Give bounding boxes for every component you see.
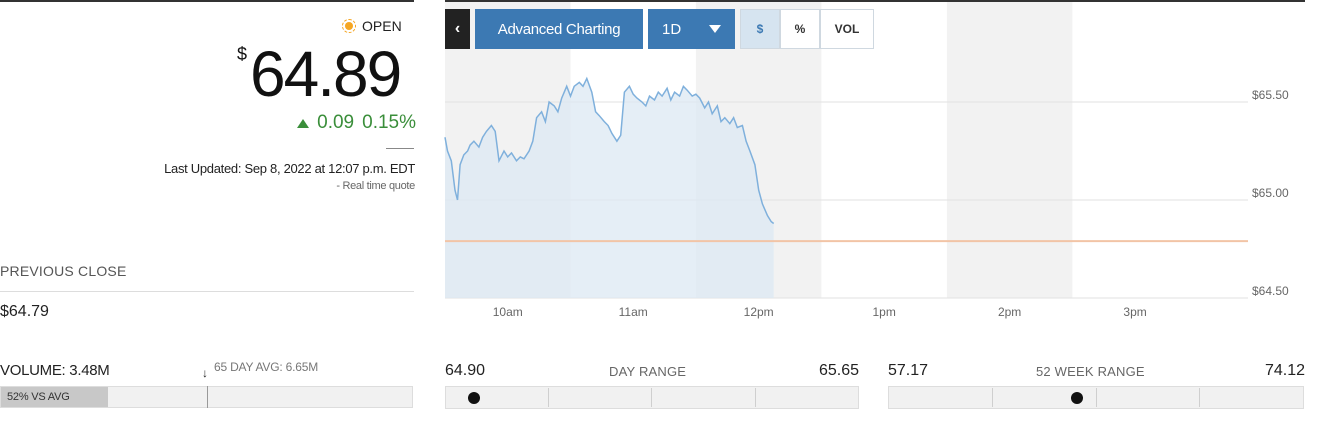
price-change: 0.09 0.15% bbox=[297, 112, 416, 134]
day-range-marker bbox=[468, 392, 481, 404]
day-range-label: DAY RANGE bbox=[609, 364, 687, 379]
x-tick-label: 12pm bbox=[744, 305, 774, 319]
market-status-label: OPEN bbox=[362, 18, 402, 34]
week52-range-marker bbox=[1071, 392, 1083, 404]
previous-close-label: PREVIOUS CLOSE bbox=[0, 263, 127, 279]
x-tick-label: 11am bbox=[619, 305, 648, 319]
sun-icon bbox=[342, 19, 356, 33]
price-area bbox=[445, 78, 774, 298]
day-range-track bbox=[445, 386, 859, 409]
day-range-low: 64.90 bbox=[445, 362, 486, 379]
previous-close-value: $64.79 bbox=[0, 303, 49, 320]
x-tick-label: 3pm bbox=[1123, 305, 1146, 319]
x-tick-label: 1pm bbox=[872, 305, 895, 319]
top-divider-right bbox=[445, 0, 1305, 2]
y-tick-label: $65.50 bbox=[1252, 88, 1289, 102]
range-divider bbox=[755, 388, 756, 407]
change-value: 0.09 bbox=[317, 112, 355, 133]
day-range-high: 65.65 bbox=[818, 362, 859, 379]
up-arrow-icon bbox=[297, 118, 310, 128]
price-line bbox=[444, 76, 775, 225]
y-tick-label: $64.50 bbox=[1252, 284, 1289, 298]
divider bbox=[386, 148, 414, 149]
week52-range-label: 52 WEEK RANGE bbox=[1036, 364, 1145, 379]
last-updated: Last Updated: Sep 8, 2022 at 12:07 p.m. … bbox=[164, 161, 415, 176]
market-status: OPEN bbox=[342, 18, 402, 34]
realtime-quote-text: Real time quote bbox=[342, 180, 415, 192]
change-percent: 0.15% bbox=[362, 112, 416, 133]
current-price: 64.89 bbox=[250, 38, 402, 110]
range-divider bbox=[1199, 388, 1200, 407]
x-tick-label: 2pm bbox=[998, 305, 1021, 319]
range-divider bbox=[548, 388, 549, 407]
realtime-quote-note: - Real time quote bbox=[336, 180, 415, 192]
volume-bar-fill bbox=[1, 387, 108, 407]
time-range-label: 1D bbox=[662, 20, 682, 38]
volume-average-label: 65 DAY AVG: 6.65M bbox=[214, 360, 318, 374]
chevron-down-icon bbox=[709, 25, 721, 33]
range-divider bbox=[1096, 388, 1097, 407]
advanced-charting-button[interactable]: Advanced Charting bbox=[475, 9, 643, 49]
top-divider-left bbox=[0, 0, 414, 2]
collapse-chart-button[interactable]: ‹ bbox=[445, 9, 470, 49]
down-arrow-icon: ↓ bbox=[202, 366, 208, 380]
range-divider bbox=[992, 388, 993, 407]
week52-range-low: 57.17 bbox=[888, 362, 929, 379]
time-range-dropdown[interactable]: 1D bbox=[648, 9, 735, 49]
range-divider bbox=[651, 388, 652, 407]
divider bbox=[0, 291, 414, 292]
dollar-mode-button[interactable]: $ bbox=[740, 9, 780, 49]
volume-label: VOLUME: 3.48M bbox=[0, 362, 110, 379]
currency-symbol: $ bbox=[237, 44, 248, 64]
chart-band bbox=[946, 2, 1073, 298]
y-tick-label: $65.00 bbox=[1252, 186, 1289, 200]
volume-vs-average: 52% VS AVG bbox=[7, 391, 70, 403]
week52-range-high: 74.12 bbox=[1264, 362, 1305, 379]
volume-average-marker bbox=[207, 386, 208, 408]
percent-mode-button[interactable]: % bbox=[780, 9, 820, 49]
x-tick-label: 10am bbox=[493, 305, 523, 319]
volume-toggle-button[interactable]: VOL bbox=[820, 9, 874, 49]
